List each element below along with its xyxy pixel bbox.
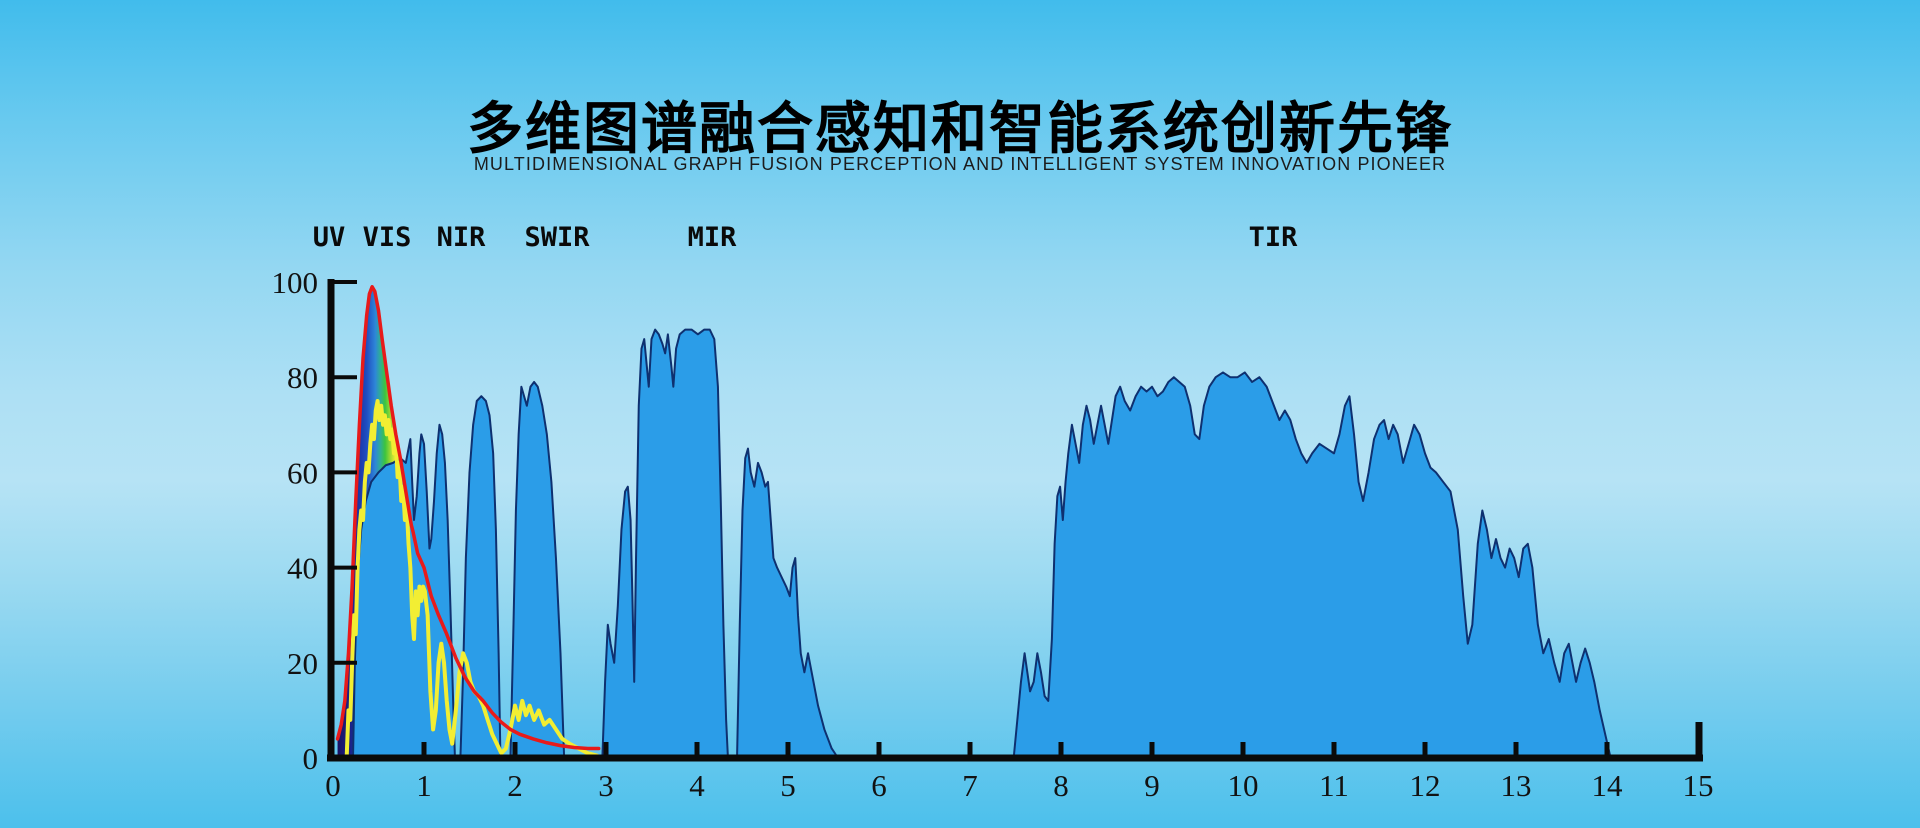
x-tick-label: 14	[1592, 768, 1624, 803]
x-tick-label: 13	[1501, 768, 1532, 803]
band-label-nir: NIR	[436, 222, 486, 253]
band-label-tir: TIR	[1248, 222, 1298, 253]
x-tick-label: 12	[1410, 768, 1441, 803]
x-tick-label: 7	[962, 768, 978, 803]
x-tick-label: 3	[598, 768, 614, 803]
page-title: 多维图谱融合感知和智能系统创新先锋	[467, 96, 1453, 160]
x-tick-label: 10	[1228, 768, 1259, 803]
x-tick-label: 11	[1319, 768, 1349, 803]
transmission-windows-area	[352, 328, 1612, 759]
y-tick-label: 0	[303, 741, 319, 776]
x-tick-label: 2	[507, 768, 523, 803]
blackbody-radiation-curve	[335, 285, 601, 751]
x-tick-label: 9	[1144, 768, 1160, 803]
band-label-swir: SWIR	[524, 222, 590, 253]
x-tick-label: 8	[1053, 768, 1069, 803]
x-tick-label: 0	[325, 768, 341, 803]
y-tick-label: 20	[287, 646, 318, 681]
page-subtitle: MULTIDIMENSIONAL GRAPH FUSION PERCEPTION…	[473, 154, 1447, 174]
band-label-uv: UV	[312, 222, 346, 253]
band-label-vis: VIS	[362, 222, 412, 253]
y-tick-label: 40	[287, 551, 318, 586]
band-label-mir: MIR	[687, 222, 737, 253]
y-tick-label: 100	[272, 265, 319, 300]
x-tick-label: 5	[780, 768, 796, 803]
x-tick-label: 6	[871, 768, 887, 803]
y-tick-label: 60	[287, 455, 318, 490]
x-tick-label: 15	[1683, 768, 1714, 803]
y-tick-label: 80	[287, 360, 318, 395]
x-tick-label: 4	[689, 768, 705, 803]
x-tick-label: 1	[416, 768, 432, 803]
solar-irradiance-curve	[344, 399, 599, 760]
